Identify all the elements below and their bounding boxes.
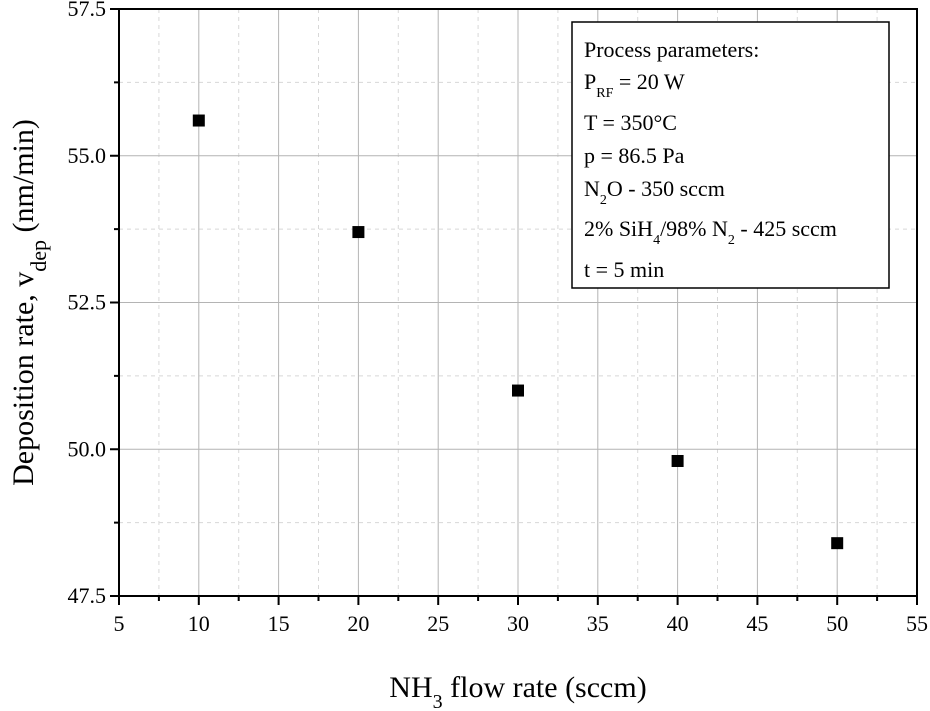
process-parameters-box: Process parameters: PRF = 20 W T = 350°C p … — [571, 21, 890, 289]
process-parameter-line: 2% SiH4/98% N2 - 425 sccm — [584, 216, 837, 248]
x-tick-label: 55 — [906, 611, 928, 636]
process-parameter-line: N2O - 350 sccm — [584, 176, 725, 208]
x-tick-label: 20 — [347, 611, 369, 636]
y-tick-label: 47.5 — [68, 583, 107, 608]
plot-frame — [118, 8, 918, 597]
y-axis-title: Deposition rate, vdep (nm/min) — [7, 119, 51, 486]
x-axis: 5 10 15 20 25 30 35 40 45 50 55 — [114, 596, 928, 636]
y-tick-label: 52.5 — [68, 290, 107, 315]
data-point — [671, 454, 684, 467]
x-tick-label: 30 — [507, 611, 529, 636]
process-parameters-frame — [571, 21, 890, 289]
process-parameter-line: PRF = 20 W — [584, 69, 685, 101]
x-tick-label: 45 — [746, 611, 768, 636]
x-axis-title: NH3 flow rate (sccm) — [389, 671, 646, 711]
x-tick-label: 15 — [268, 611, 290, 636]
data-point — [352, 226, 365, 239]
data-point — [512, 384, 524, 397]
x-tick-label: 50 — [826, 611, 848, 636]
process-parameter-line: T = 350°C — [584, 110, 677, 135]
data-points — [192, 114, 844, 550]
process-parameter-line: p = 86.5 Pa — [584, 143, 685, 168]
process-parameter-line: t = 5 min — [584, 257, 664, 282]
process-parameter-line: Process parameters: — [584, 37, 759, 62]
x-tick-label: 10 — [188, 611, 210, 636]
y-tick-label: 50.0 — [68, 436, 107, 461]
data-point — [192, 114, 205, 127]
y-tick-label: 55.0 — [68, 143, 107, 168]
y-axis: 47.5 50.0 52.5 55.0 57.5 — [68, 0, 119, 608]
x-tick-label: 5 — [114, 611, 125, 636]
data-point — [831, 537, 844, 550]
x-tick-label: 25 — [427, 611, 449, 636]
x-tick-label: 40 — [667, 611, 689, 636]
x-tick-label: 35 — [587, 611, 609, 636]
y-tick-label: 57.5 — [68, 0, 107, 21]
